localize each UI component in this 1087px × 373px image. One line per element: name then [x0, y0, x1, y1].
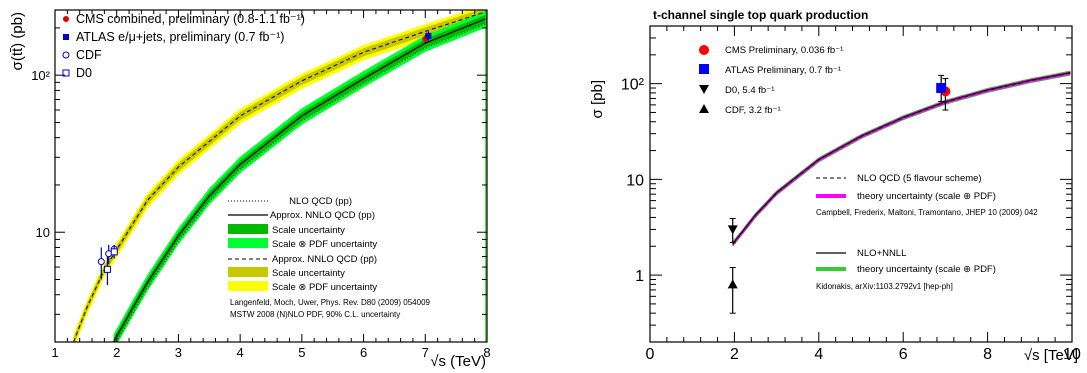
legend-magenta-label: theory uncertainty (scale ⊕ PDF): [857, 191, 996, 202]
left-legend-top: CMS combined, preliminary (0.8-1.1 fb⁻¹)…: [62, 12, 305, 80]
left-x-axis-title: √s (TeV): [430, 353, 486, 370]
legend-scale-green-label: Scale uncertainty: [272, 225, 345, 236]
left-data-points: [97, 31, 432, 286]
x-tick-label: 8: [983, 346, 992, 363]
magenta-upper-curve: [732, 71, 1071, 244]
nlo-5fs-curve: [732, 72, 1071, 245]
legend-atlas-marker: [63, 34, 69, 40]
x-tick-label: 0: [646, 346, 655, 363]
legend-nnlo-pp-label: Approx. NNLO QCD (pp): [270, 210, 375, 221]
y-tick-label: 10: [36, 225, 50, 240]
x-tick-label: 2: [113, 345, 120, 360]
x-tick-label: 4: [814, 346, 823, 363]
right-axes: 0 2 4 6 8 10 1 10 10²: [621, 25, 1081, 363]
y-tick-label: 10²: [31, 68, 50, 83]
legend-atlas-label: ATLAS e/μ+jets, preliminary (0.7 fb⁻¹): [76, 30, 284, 44]
legend-cms-marker: [63, 16, 69, 22]
nnlo-pp-curve: [113, 17, 487, 342]
legend-nlo-pp-label: NLO QCD (pp): [289, 196, 352, 207]
x-tick-label: 3: [175, 345, 182, 360]
x-tick-label: 1: [51, 345, 58, 360]
nnll-curve: [732, 72, 1071, 245]
legend-cdf-label: CDF: [76, 48, 102, 62]
right-legend-bottom: NLO QCD (5 flavour scheme) theory uncert…: [816, 173, 1038, 291]
legend-nlo-5fs-label: NLO QCD (5 flavour scheme): [857, 173, 982, 184]
atlas-point: [936, 83, 947, 94]
magenta-lower-curve: [732, 73, 1071, 246]
left-plot-frame: [54, 9, 488, 343]
legend-cms-label: CMS combined, preliminary (0.8-1.1 fb⁻¹): [76, 12, 305, 26]
x-tick-label: 7: [422, 345, 429, 360]
x-tick-label: 10: [1063, 346, 1081, 363]
d0-point: [727, 225, 738, 235]
legend-atlas-prelim-marker: [699, 64, 709, 74]
left-legend-bottom: NLO QCD (pp) Approx. NNLO QCD (pp) Scale…: [228, 196, 431, 319]
legend-pdf-green-label: Scale ⊗ PDF uncertainty: [272, 239, 377, 250]
right-plot-frame: [649, 25, 1073, 343]
legend-cms-prelim-marker: [699, 45, 709, 55]
left-ref-2: MSTW 2008 (N)NLO PDF, 90% C.L. uncertain…: [230, 310, 400, 319]
left-theory-curves: [73, 10, 487, 342]
legend-pdf-yellow-label: Scale ⊗ PDF uncertainty: [272, 282, 377, 293]
x-tick-label: 5: [298, 345, 305, 360]
x-tick-label: 6: [899, 346, 908, 363]
nnlo-ppbar-curve: [73, 10, 487, 342]
atlas-point: [425, 32, 432, 39]
green-lower-curve: [732, 73, 1071, 247]
right-legend-top: CMS Preliminary, 0.036 fb⁻¹ ATLAS Prelim…: [699, 45, 843, 116]
left-y-axis-title: σ(tt̄) (pb): [9, 12, 26, 70]
legend-cdf-marker: [62, 51, 70, 59]
x-tick-label: 6: [360, 345, 367, 360]
legend-pdf-green-box: [228, 238, 268, 248]
d0-point: [103, 265, 111, 273]
right-theory-curves: [732, 70, 1071, 247]
right-x-axis-title: √s [TeV]: [1024, 347, 1078, 364]
legend-scale-yellow-box: [228, 267, 268, 277]
legend-d0-label: D0: [76, 66, 92, 80]
cdf-point: [727, 279, 738, 289]
legend-scale-yellow-label: Scale uncertainty: [272, 268, 345, 279]
d0-point: [110, 248, 118, 256]
legend-pdf-yellow-box: [228, 281, 268, 291]
legend-d0-5-label: D0, 5.4 fb⁻¹: [725, 85, 774, 96]
left-axes: 1 2 3 4 5 6 7 8 10 10²: [31, 10, 491, 360]
right-ref-1: Campbell, Frederix, Maltoni, Tramontano,…: [816, 208, 1038, 217]
x-tick-label: 2: [730, 346, 739, 363]
legend-nnlo-ppbar-label: Approx. NNLO QCD (pp̄): [272, 254, 377, 265]
x-tick-label: 8: [483, 345, 490, 360]
legend-cms-prelim-label: CMS Preliminary, 0.036 fb⁻¹: [725, 45, 843, 56]
legend-d0-triangle: [699, 85, 709, 94]
legend-green-label: theory uncertainty (scale ⊕ PDF): [857, 264, 996, 275]
y-tick-label: 1: [635, 268, 644, 285]
left-ref-1: Langenfeld, Moch, Uwer, Phys. Rev. D80 (…: [230, 298, 431, 307]
right-chart-title: t-channel single top quark production: [653, 8, 868, 22]
right-ref-2: Kidonakis, arXiv:1103.2792v1 [hep-ph]: [816, 282, 953, 291]
right-y-axis-title: σ [pb]: [589, 80, 606, 118]
legend-d0-marker: [62, 69, 70, 77]
right-chart: t-channel single top quark production 0 2…: [589, 8, 1081, 364]
right-data-points: [727, 74, 951, 314]
legend-cdf-triangle: [699, 104, 709, 113]
left-chart: 1 2 3 4 5 6 7 8 10 10² CMS combined, preliminary …: [9, 9, 491, 370]
cdf-point: [97, 258, 105, 266]
legend-atlas-prelim-label: ATLAS Preliminary, 0.7 fb⁻¹: [725, 65, 841, 76]
y-tick-label: 10: [626, 172, 644, 189]
legend-nnll-label: NLO+NNLL: [857, 248, 906, 259]
legend-cdf-3-label: CDF, 3.2 fb⁻¹: [725, 105, 781, 116]
y-tick-label: 10²: [621, 77, 645, 94]
legend-scale-green-box: [228, 224, 268, 234]
x-tick-label: 4: [237, 345, 244, 360]
